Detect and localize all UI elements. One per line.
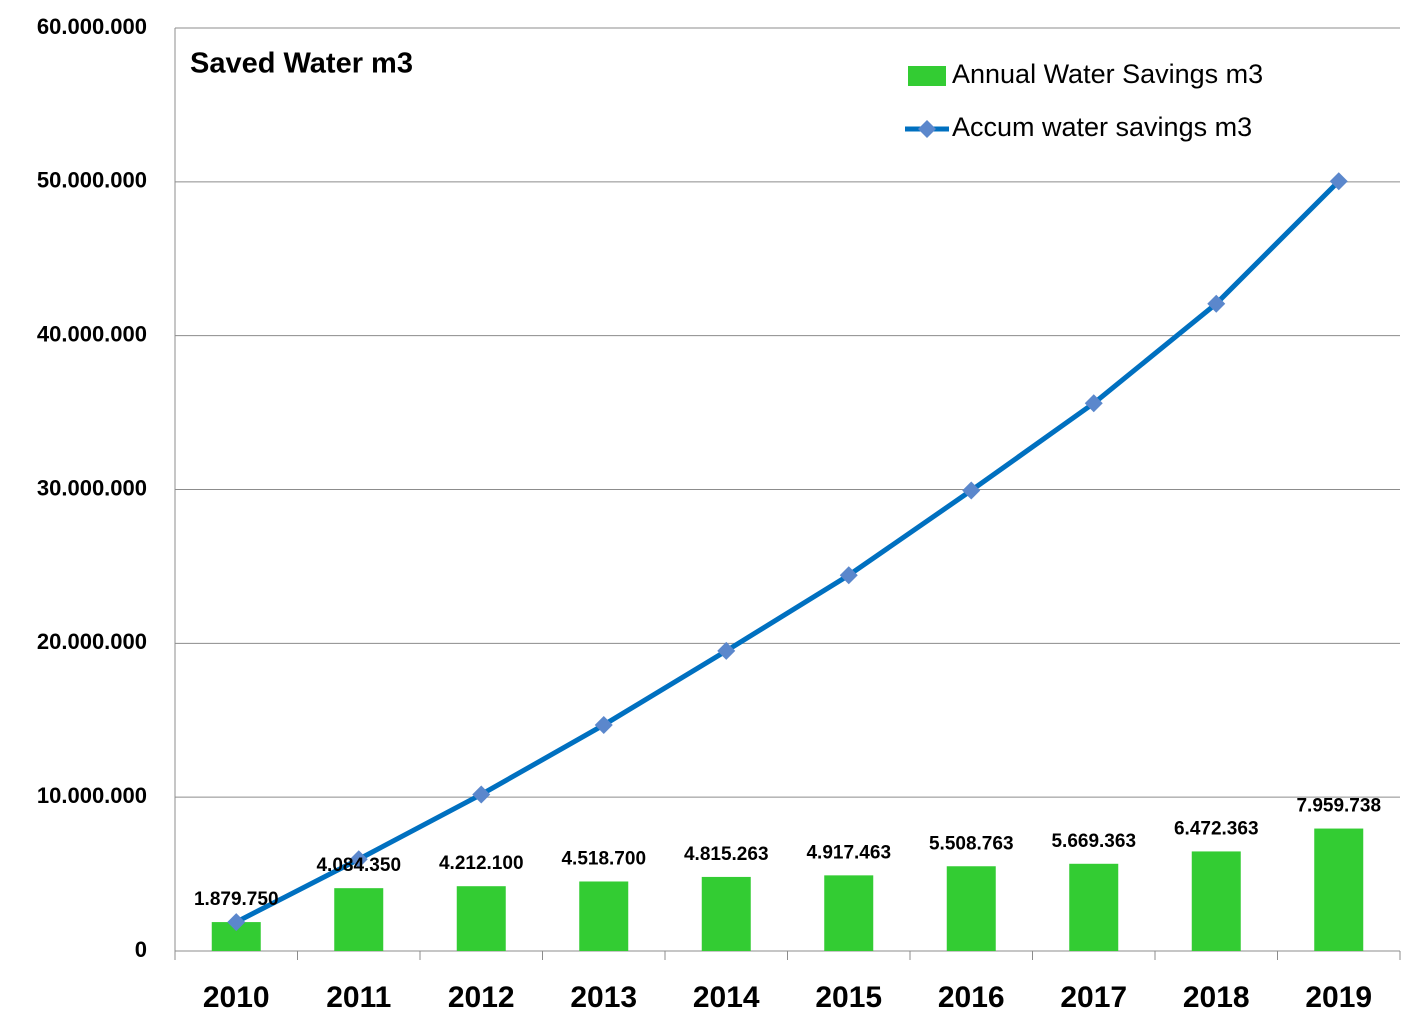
legend-swatch [908, 66, 946, 86]
legend-label: Accum water savings m3 [952, 112, 1252, 142]
bar [946, 866, 996, 951]
marker [1329, 172, 1348, 191]
bar [579, 881, 629, 951]
x-tick-label: 2011 [326, 981, 391, 1014]
x-tick-label: 2010 [203, 981, 270, 1014]
marker [472, 785, 491, 804]
bar [824, 875, 874, 951]
line [235, 179, 1341, 925]
marker [717, 641, 736, 660]
marker [1084, 394, 1103, 413]
y-tick-label: 30.000.000 [37, 475, 147, 500]
legend-marker [918, 120, 936, 138]
chart-title: Saved Water m3 [190, 48, 413, 80]
marker [227, 913, 246, 932]
value-label: 1.879.750 [194, 889, 279, 910]
y-tick-label: 0 [135, 937, 147, 962]
bar [334, 888, 384, 951]
x-tick-label: 2014 [693, 981, 760, 1014]
y-tick-label: 10.000.000 [37, 783, 147, 808]
bar [456, 886, 506, 951]
bar [1069, 863, 1119, 951]
x-tick-label: 2012 [448, 981, 515, 1014]
value-label: 5.669.363 [1051, 831, 1136, 852]
y-tick-label: 60.000.000 [37, 14, 147, 39]
bar [1314, 828, 1364, 951]
legend-label: Annual Water Savings m3 [952, 59, 1263, 89]
value-label: 4.084.350 [316, 855, 401, 876]
value-label: 4.518.700 [561, 849, 646, 870]
marker [349, 850, 368, 869]
marker [962, 481, 981, 500]
x-tick-label: 2019 [1305, 981, 1372, 1014]
x-tick-label: 2017 [1060, 981, 1127, 1014]
value-label: 4.815.263 [684, 844, 769, 865]
bar [701, 876, 751, 951]
y-tick-label: 50.000.000 [37, 168, 147, 193]
x-tick-label: 2013 [570, 981, 637, 1014]
y-tick-label: 20.000.000 [37, 629, 147, 654]
value-label: 7.959.738 [1296, 796, 1381, 817]
marker [1207, 294, 1226, 313]
bar [1191, 851, 1241, 951]
x-tick-label: 2015 [815, 981, 882, 1014]
value-label: 5.508.763 [929, 833, 1014, 854]
value-label: 4.917.463 [806, 842, 891, 863]
value-label: 4.212.100 [439, 853, 524, 874]
y-tick-label: 40.000.000 [37, 321, 147, 346]
x-tick-label: 2016 [938, 981, 1005, 1014]
value-label: 6.472.363 [1174, 818, 1259, 839]
marker [839, 566, 858, 585]
marker [594, 715, 613, 734]
x-tick-label: 2018 [1183, 981, 1250, 1014]
